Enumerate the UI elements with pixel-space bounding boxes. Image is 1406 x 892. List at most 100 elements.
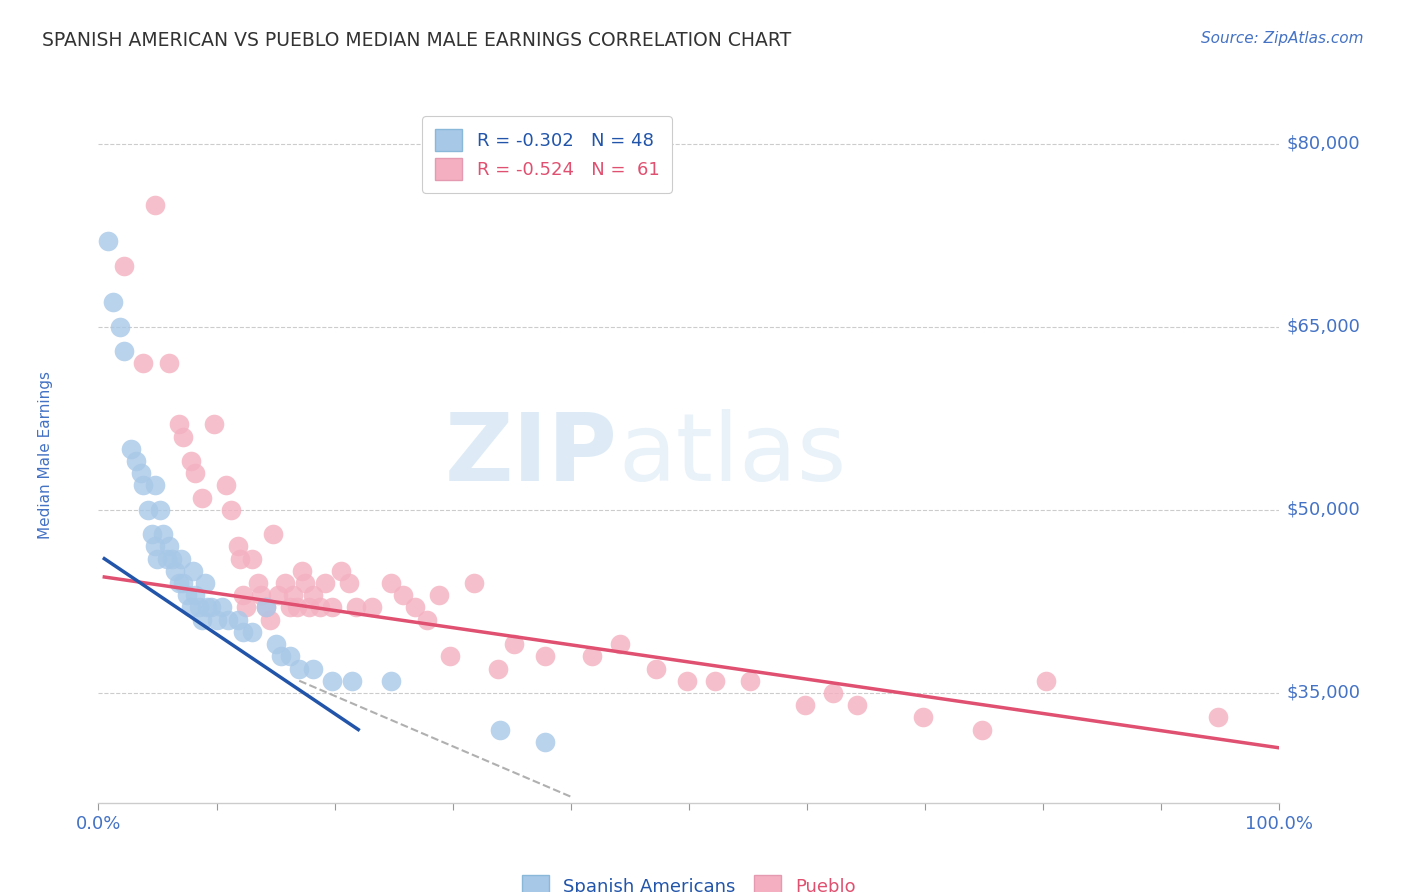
Point — [302, 588, 325, 602]
Point — [108, 319, 131, 334]
Point — [149, 503, 172, 517]
Point — [141, 527, 163, 541]
Point — [581, 649, 603, 664]
Point — [172, 576, 194, 591]
Point — [416, 613, 439, 627]
Point — [129, 467, 152, 481]
Point — [229, 551, 252, 566]
Text: $50,000: $50,000 — [1286, 500, 1360, 519]
Point — [240, 624, 263, 639]
Point — [404, 600, 426, 615]
Point — [361, 600, 384, 615]
Point — [278, 649, 301, 664]
Point — [143, 197, 166, 211]
Point — [254, 600, 277, 615]
Point — [152, 527, 174, 541]
Point — [283, 588, 305, 602]
Point — [285, 600, 308, 615]
Point — [503, 637, 526, 651]
Point — [156, 551, 179, 566]
Text: Source: ZipAtlas.com: Source: ZipAtlas.com — [1201, 31, 1364, 46]
Point — [821, 686, 844, 700]
Point — [270, 649, 292, 664]
Text: $80,000: $80,000 — [1286, 135, 1360, 153]
Point — [176, 588, 198, 602]
Point — [160, 551, 183, 566]
Point — [534, 649, 557, 664]
Point — [970, 723, 993, 737]
Point — [231, 588, 253, 602]
Point — [534, 735, 557, 749]
Point — [215, 478, 238, 492]
Point — [235, 600, 257, 615]
Point — [703, 673, 725, 688]
Text: Median Male Earnings: Median Male Earnings — [38, 371, 53, 539]
Point — [180, 454, 202, 468]
Point — [112, 344, 135, 359]
Point — [136, 503, 159, 517]
Point — [337, 576, 360, 591]
Point — [157, 540, 180, 554]
Point — [172, 429, 194, 443]
Point — [121, 442, 143, 456]
Point — [231, 624, 253, 639]
Point — [309, 600, 332, 615]
Point — [184, 467, 207, 481]
Point — [101, 295, 124, 310]
Point — [380, 576, 402, 591]
Point — [321, 600, 343, 615]
Point — [793, 698, 815, 713]
Point — [254, 600, 277, 615]
Point — [321, 673, 343, 688]
Point — [463, 576, 485, 591]
Point — [644, 661, 666, 675]
Point — [219, 503, 242, 517]
Point — [180, 600, 202, 615]
Point — [911, 710, 934, 724]
Point — [290, 564, 312, 578]
Point — [97, 235, 120, 249]
Point — [439, 649, 461, 664]
Point — [489, 723, 512, 737]
Point — [132, 356, 155, 370]
Point — [181, 564, 204, 578]
Point — [262, 527, 284, 541]
Point — [112, 259, 135, 273]
Point — [194, 576, 217, 591]
Point — [314, 576, 336, 591]
Point — [1035, 673, 1057, 688]
Point — [205, 613, 228, 627]
Legend: R = -0.302   N = 48, R = -0.524   N =  61: R = -0.302 N = 48, R = -0.524 N = 61 — [422, 116, 672, 193]
Point — [146, 551, 169, 566]
Text: atlas: atlas — [619, 409, 846, 501]
Point — [288, 661, 311, 675]
Point — [226, 613, 249, 627]
Point — [380, 673, 402, 688]
Point — [427, 588, 450, 602]
Point — [167, 576, 190, 591]
Point — [132, 478, 155, 492]
Text: ZIP: ZIP — [446, 409, 619, 501]
Text: $35,000: $35,000 — [1286, 684, 1361, 702]
Point — [191, 613, 214, 627]
Point — [302, 661, 325, 675]
Point — [217, 613, 239, 627]
Point — [167, 417, 190, 432]
Point — [1206, 710, 1229, 724]
Point — [274, 576, 297, 591]
Point — [486, 661, 509, 675]
Point — [267, 588, 290, 602]
Point — [329, 564, 352, 578]
Text: $65,000: $65,000 — [1286, 318, 1361, 335]
Point — [278, 600, 301, 615]
Point — [211, 600, 233, 615]
Point — [226, 540, 249, 554]
Point — [200, 600, 222, 615]
Point — [143, 478, 166, 492]
Point — [740, 673, 762, 688]
Point — [143, 540, 166, 554]
Point — [259, 613, 281, 627]
Point — [125, 454, 148, 468]
Point — [845, 698, 868, 713]
Point — [264, 637, 287, 651]
